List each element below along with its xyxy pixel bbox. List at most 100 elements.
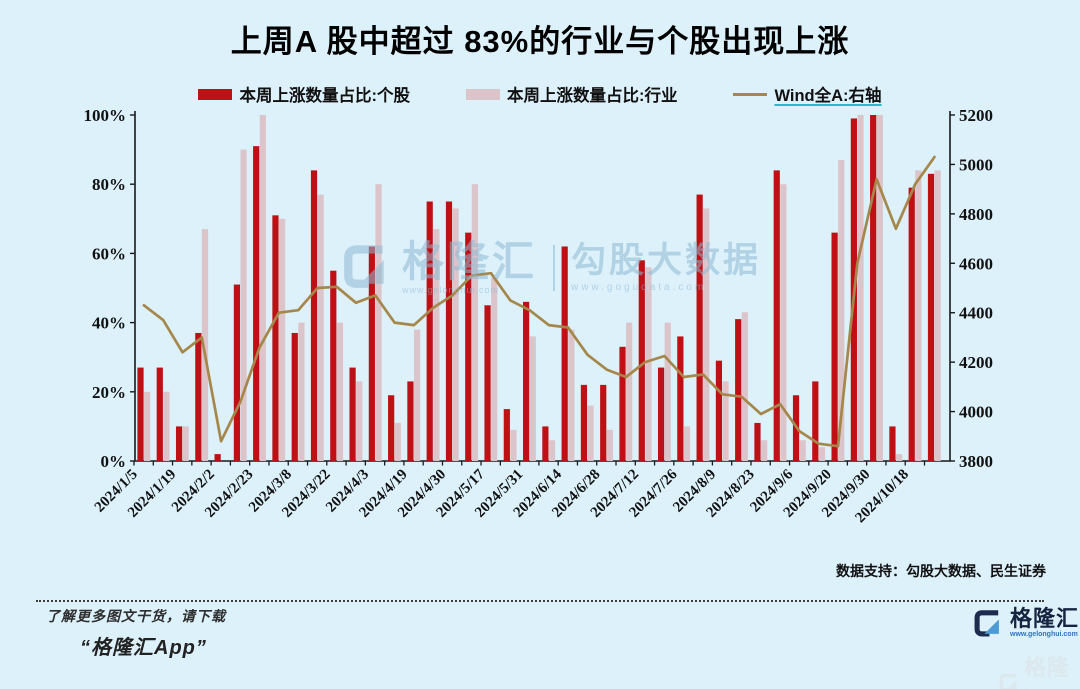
bar-stock <box>253 146 260 461</box>
bar-stock <box>561 246 568 461</box>
bar-industry <box>240 149 247 461</box>
bar-industry <box>761 440 768 461</box>
bar-stock <box>889 426 896 461</box>
bar-industry <box>915 170 922 462</box>
bar-stock <box>542 426 549 461</box>
left-axis-tick-label: 80% <box>92 175 126 194</box>
gelonghui-g-icon <box>999 673 1017 689</box>
bar-stock <box>638 260 645 461</box>
bar-stock <box>349 367 356 461</box>
bar-industry <box>799 440 806 461</box>
bar-stock <box>600 384 607 461</box>
left-axis-tick-label: 60% <box>92 244 126 263</box>
bar-industry <box>818 447 826 461</box>
legend-item-wind: Wind全A:右轴 <box>733 82 882 106</box>
bar-stock <box>137 367 144 461</box>
bar-stock <box>619 346 626 461</box>
bar-stock <box>696 194 703 461</box>
corner-watermark: 格隆汇 <box>998 650 1080 689</box>
bar-stock <box>310 170 318 462</box>
bar-industry <box>568 329 575 461</box>
chart-title: 上周A 股中超过 83%的行业与个股出现上涨 <box>230 24 850 59</box>
bar-stock <box>812 381 819 461</box>
brand-name: 格隆汇 <box>1010 606 1080 631</box>
bar-stock <box>195 332 202 461</box>
bar-industry <box>317 194 324 461</box>
bar-industry <box>163 391 170 461</box>
data-support-note: 数据支持：勾股大数据、民生证券 <box>836 563 1046 579</box>
bar-industry <box>683 426 691 461</box>
bar-industry <box>336 322 344 461</box>
corner-watermark-brand: 格隆汇 <box>1023 655 1070 689</box>
bar-stock <box>233 284 241 461</box>
bar-industry <box>394 422 401 461</box>
right-axis-tick-label: 5000 <box>959 155 993 174</box>
bar-stock <box>156 367 163 461</box>
legend-swatch-stock-icon <box>198 88 233 100</box>
right-axis-tick-label: 3800 <box>959 452 993 471</box>
bar-stock <box>484 305 491 461</box>
bar-stock <box>870 115 877 461</box>
bar-industry <box>201 229 209 461</box>
bar-industry <box>876 115 883 461</box>
gelonghui-g-icon <box>974 610 999 637</box>
bar-industry <box>259 115 266 461</box>
bar-industry <box>356 381 363 461</box>
bar-industry <box>703 208 710 461</box>
left-axis-tick-label: 0% <box>101 452 127 471</box>
bar-industry <box>857 115 864 461</box>
bar-stock <box>388 395 395 461</box>
bar-industry <box>433 229 440 461</box>
bar-stock <box>580 384 588 461</box>
legend-item-industry: 本周上涨数量占比:行业 <box>465 82 678 106</box>
bar-industry <box>741 312 748 461</box>
bar-industry <box>548 440 556 461</box>
legend-swatch-wind-line-icon <box>733 92 768 96</box>
right-axis-tick-label: 4800 <box>959 205 993 224</box>
bar-industry <box>780 184 787 461</box>
bar-industry <box>934 170 941 462</box>
legend-label-wind: Wind全A:右轴 <box>774 87 882 105</box>
bar-industry <box>587 405 594 461</box>
bar-stock <box>407 381 414 461</box>
bar-industry <box>722 381 729 461</box>
bar-industry <box>838 159 845 462</box>
bar-stock <box>445 201 453 461</box>
right-axis-tick-label: 4000 <box>959 403 993 422</box>
bar-industry <box>645 267 652 461</box>
bar-stock <box>175 426 183 461</box>
bar-industry <box>413 329 421 461</box>
bar-stock <box>426 201 433 461</box>
brand-url: www.gelonghui.com <box>1010 631 1078 639</box>
bar-stock <box>677 336 684 461</box>
bar-industry <box>452 208 459 461</box>
bar-industry <box>626 322 633 461</box>
chart-svg: 0% 20% 40% 60% 80% 100% 3800 4000 4200 4400 4600 48… <box>84 106 994 526</box>
bar-stock <box>773 170 780 462</box>
bar-stock <box>715 360 723 461</box>
dotted-divider <box>36 600 1044 602</box>
bar-stock <box>503 409 510 461</box>
bar-industry <box>298 322 305 461</box>
bar-stock <box>214 454 221 461</box>
bar-stock <box>754 422 761 461</box>
promo-text: 了解更多图文干货，请下载 <box>46 608 226 624</box>
right-axis-tick-label: 5200 <box>959 106 993 125</box>
bar-industry <box>144 391 151 461</box>
bar-stock <box>523 301 530 461</box>
bar-industry <box>279 218 286 461</box>
bar-stock <box>735 319 742 461</box>
bar-industry <box>471 184 479 461</box>
right-axis-tick-label: 4400 <box>959 304 993 323</box>
promo-app-name: “格隆汇App” <box>80 637 207 659</box>
bar-stock <box>272 215 279 461</box>
bar-stock <box>465 232 472 461</box>
bar-stock <box>330 270 337 461</box>
legend-label-industry: 本周上涨数量占比:行业 <box>506 87 678 105</box>
bar-stock <box>927 173 935 461</box>
bar-industry <box>529 336 536 461</box>
bar-stock <box>291 332 298 461</box>
legend-item-stock: 本周上涨数量占比:个股 <box>198 82 410 106</box>
bar-industry <box>375 184 382 461</box>
